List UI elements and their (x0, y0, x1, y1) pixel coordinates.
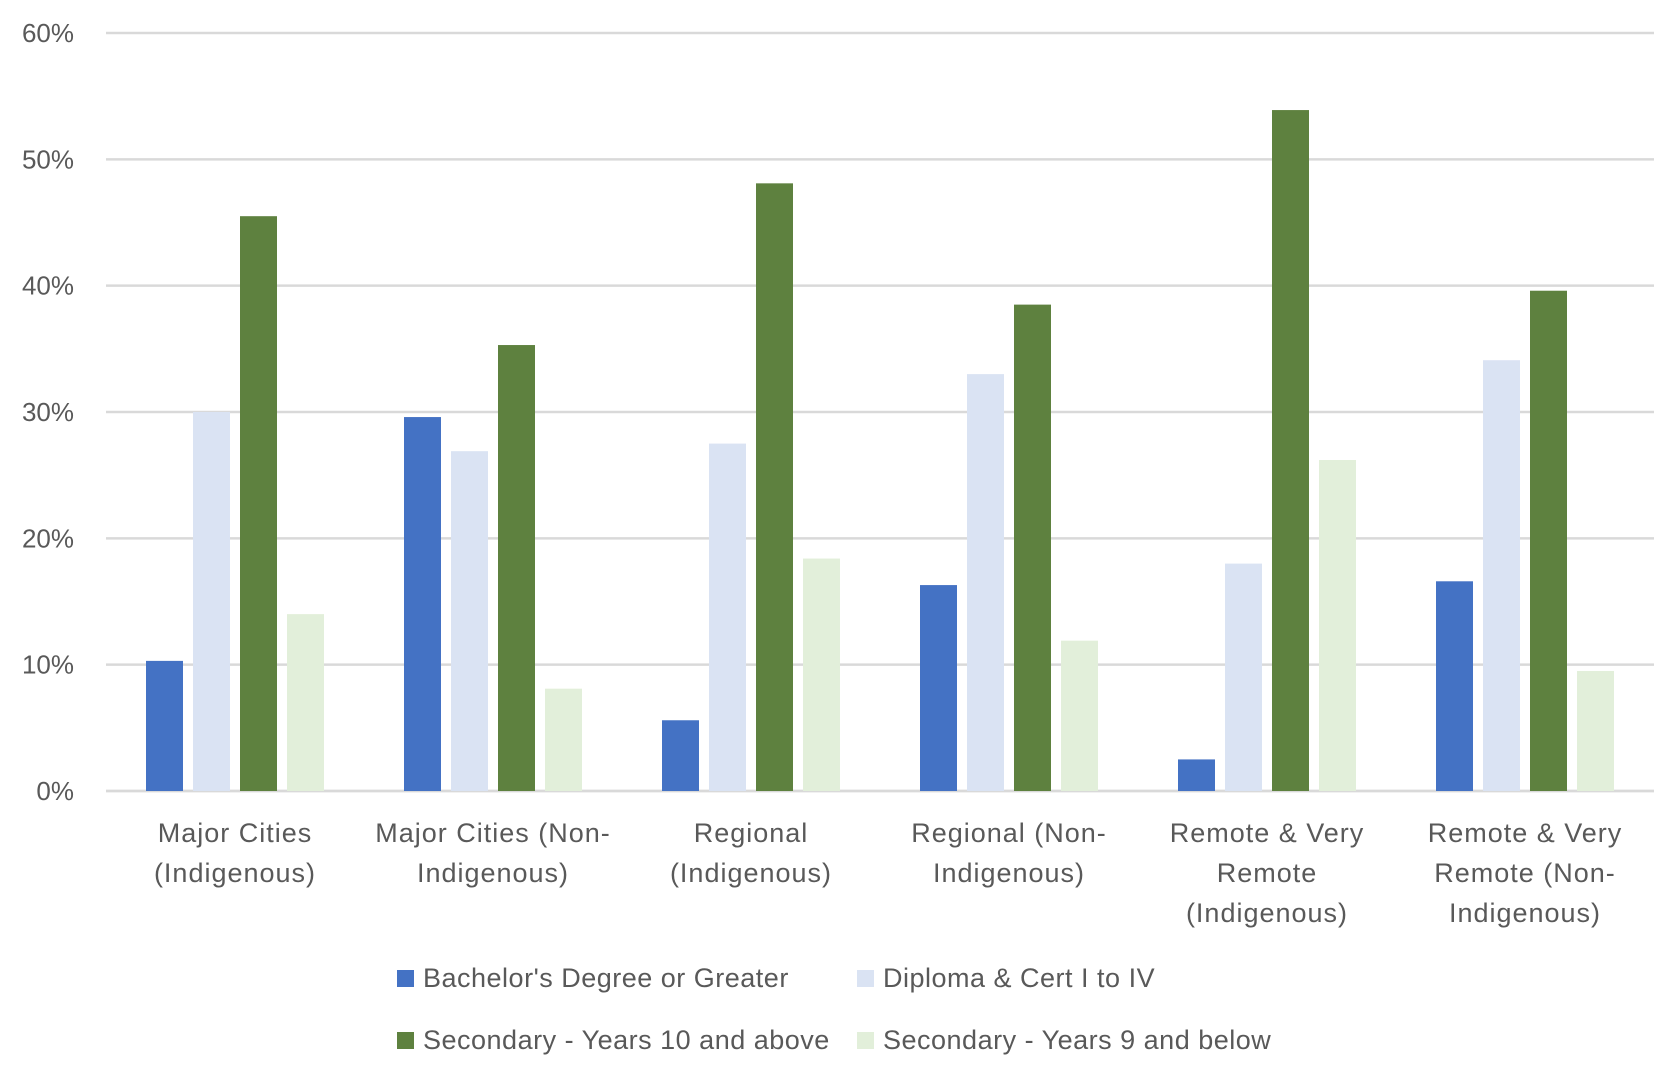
bar (1530, 290, 1567, 791)
bar (240, 216, 277, 791)
legend-swatch (397, 970, 414, 987)
legend-swatch (857, 970, 874, 987)
x-tick-label: Remote & Very Remote (Non- Indigenous) (1428, 818, 1623, 928)
bar (709, 443, 746, 791)
bar (920, 585, 957, 791)
bar (1061, 640, 1098, 791)
bar (498, 345, 535, 791)
x-tick-label-line: (Indigenous) (670, 858, 832, 888)
bar (404, 417, 441, 791)
bars (146, 110, 1614, 791)
legend-label: Secondary - Years 9 and below (883, 1025, 1271, 1055)
x-axis-category-labels: Major Cities (Indigenous) Major Cities (No… (154, 818, 1623, 928)
bar (1483, 360, 1520, 791)
y-axis-ticks: 0% 10% 20% 30% 40% 50% 60% (22, 18, 74, 806)
bar (451, 451, 488, 791)
y-tick-label: 30% (22, 397, 74, 427)
legend-item: Bachelor's Degree or Greater (397, 963, 789, 993)
legend-label: Bachelor's Degree or Greater (423, 963, 789, 993)
x-tick-label-line: Indigenous) (417, 858, 569, 888)
x-tick-label-line: Remote & Very (1428, 818, 1623, 848)
bar (1577, 670, 1614, 791)
x-tick-label-line: Remote (1217, 858, 1318, 888)
bar (146, 660, 183, 791)
x-tick-label-line: Regional (694, 818, 809, 848)
legend-item: Secondary - Years 10 and above (397, 1025, 830, 1055)
x-tick-label: Major Cities (Indigenous) (154, 818, 316, 888)
y-tick-label: 0% (36, 776, 74, 806)
y-tick-label: 10% (22, 650, 74, 680)
x-tick-label: Major Cities (Non- Indigenous) (375, 818, 611, 888)
gridlines (106, 31, 1654, 793)
x-tick-label: Regional (Indigenous) (670, 818, 832, 888)
legend-item: Diploma & Cert I to IV (857, 963, 1155, 993)
x-tick-label: Remote & Very Remote (Indigenous) (1170, 818, 1365, 928)
bar (967, 374, 1004, 791)
y-tick-label: 40% (22, 271, 74, 301)
x-tick-label-line: Remote (Non- (1434, 858, 1616, 888)
x-tick-label: Regional (Non- Indigenous) (911, 818, 1107, 888)
bar (756, 183, 793, 791)
bar (1014, 304, 1051, 791)
x-tick-label-line: Indigenous) (1449, 898, 1601, 928)
bar (1272, 110, 1309, 791)
bar (803, 558, 840, 791)
legend-label: Diploma & Cert I to IV (883, 963, 1155, 993)
y-tick-label: 20% (22, 523, 74, 553)
bar (545, 688, 582, 791)
x-tick-label-line: Remote & Very (1170, 818, 1365, 848)
legend-label: Secondary - Years 10 and above (423, 1025, 830, 1055)
bar (193, 412, 230, 791)
bar (662, 720, 699, 791)
legend-swatch (397, 1032, 414, 1049)
legend: Bachelor's Degree or Greater Diploma & Ce… (397, 963, 1271, 1055)
x-tick-label-line: (Indigenous) (154, 858, 316, 888)
y-tick-label: 60% (22, 18, 74, 48)
x-tick-label-line: Major Cities (158, 818, 313, 848)
legend-item: Secondary - Years 9 and below (857, 1025, 1271, 1055)
x-tick-label-line: Major Cities (Non- (375, 818, 611, 848)
bar (1319, 460, 1356, 791)
x-tick-label-line: Regional (Non- (911, 818, 1107, 848)
bar (1436, 581, 1473, 791)
legend-swatch (857, 1032, 874, 1049)
bar (287, 614, 324, 791)
bar (1225, 563, 1262, 791)
y-tick-label: 50% (22, 144, 74, 174)
x-tick-label-line: Indigenous) (933, 858, 1085, 888)
bar (1178, 759, 1215, 791)
x-tick-label-line: (Indigenous) (1186, 898, 1348, 928)
